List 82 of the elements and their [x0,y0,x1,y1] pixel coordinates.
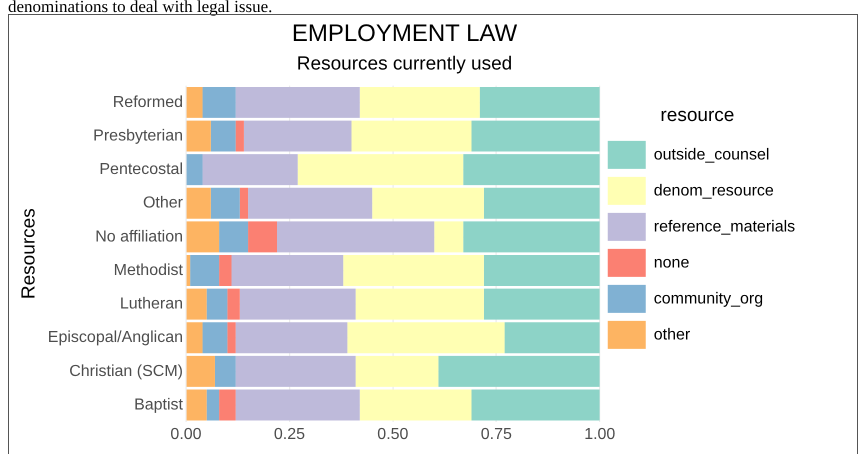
bar [210,188,240,219]
y-tick-label: Baptist [134,396,184,414]
bar [186,86,203,118]
y-tick-label: Presbyterian [93,127,183,144]
bar [463,154,600,186]
x-tick-label: 0.00 [170,426,202,443]
bar [236,356,356,387]
bar [236,86,360,118]
bar [298,154,464,186]
bar [219,390,236,420]
bar [463,221,600,252]
bar [438,356,600,387]
bar [232,255,344,286]
bar [360,390,472,420]
bar [471,390,600,420]
bar [351,120,472,152]
bar [240,288,356,320]
text: denominations to deal with legal issue. [7,0,274,16]
bar [186,322,203,354]
bar [248,221,278,252]
bar [202,86,236,118]
bar [227,322,236,354]
y-tick-label: Other [142,194,184,212]
bar [372,188,484,219]
legend-label: outside_counsel [654,146,770,164]
legend-title: resource [660,104,734,126]
bar [186,154,203,186]
bar [227,288,240,320]
bar [360,86,480,118]
bar [356,356,438,387]
chart-title: EMPLOYMENT LAW [292,20,518,48]
y-tick-label: Reformed [112,94,183,111]
x-tick-label: 1.00 [584,426,616,443]
bar [214,356,236,387]
y-tick-label: No affiliation [95,228,183,246]
bar [356,288,484,320]
legend-label: reference_materials [654,218,796,236]
legend-label: community_org [654,290,764,308]
bar [219,221,248,252]
y-tick-label: Pentecostal [99,161,183,178]
bar [236,390,360,420]
bar [206,390,220,420]
bar [248,188,372,219]
legend-label: denom_resource [654,182,774,200]
legend-label: other [654,326,691,344]
bar [202,322,228,354]
bar [186,188,211,219]
bar [484,188,600,219]
bar [219,255,232,286]
bar [484,288,600,320]
bar [480,86,600,118]
bar [206,288,228,320]
chart-subtitle: Resources currently used [296,53,512,74]
y-axis-title: Resources [18,208,40,300]
bar [434,221,464,252]
bar [277,221,434,252]
bar [236,322,348,354]
bar [504,322,600,354]
y-tick-label: Methodist [114,262,184,279]
bar [202,154,298,186]
bar [186,255,190,286]
bar [347,322,505,354]
bar [186,288,207,320]
bar [236,120,244,152]
bar [186,221,220,252]
bar [240,188,248,219]
x-tick-label: 0.50 [377,426,409,443]
bar [186,356,215,387]
bar [343,255,484,286]
x-tick-label: 0.25 [274,426,306,443]
bar [471,120,600,152]
bar [186,390,207,420]
legend-label: none [654,254,690,272]
y-tick-label: Christian (SCM) [69,362,183,380]
y-tick-label: Lutheran [120,296,183,313]
bar [484,255,600,286]
bar [190,255,220,286]
y-tick-label: Episcopal/Anglican [48,329,183,346]
x-tick-label: 0.75 [480,426,512,443]
bar [210,120,236,152]
bar [244,120,352,152]
bar [186,120,211,152]
